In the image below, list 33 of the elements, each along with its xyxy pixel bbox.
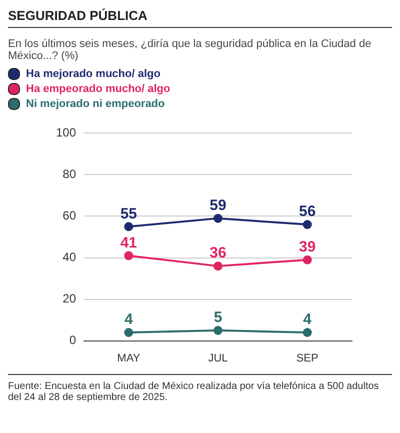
legend-label: Ha empeorado mucho/ algo: [26, 83, 170, 95]
point: [214, 262, 223, 271]
point: [124, 328, 134, 337]
chart-title: SEGURIDAD PÚBLICA: [8, 8, 392, 28]
point: [124, 222, 134, 232]
y-tick-label: 0: [69, 333, 76, 348]
point: [214, 326, 223, 335]
point: [302, 255, 312, 264]
data-label: 39: [298, 238, 316, 256]
data-label: 41: [120, 234, 138, 252]
chart-subtitle: En los últimos seis meses, ¿diría que la seguridad pública en la Ciudad de México...? (%): [8, 38, 372, 62]
y-tick-label: 60: [62, 208, 76, 223]
y-tick-label: 80: [62, 167, 76, 182]
legend-label: Ni mejorado ni empeorado: [26, 98, 165, 110]
x-tick-label: SEP: [296, 352, 318, 364]
y-tick-label: 20: [62, 292, 76, 306]
data-label: 59: [210, 196, 226, 214]
source-note: Fuente: Encuesta en la Ciudad de México realizada por vía telefónica a 500 adultos del 24 al 28 de septiembre de 2025.: [8, 381, 380, 403]
data-label: 4: [124, 311, 134, 328]
y-tick-label: 100: [56, 126, 76, 140]
point: [124, 251, 134, 260]
data-label: 56: [298, 203, 316, 220]
data-label: 55: [120, 205, 138, 222]
point: [302, 328, 312, 337]
data-label: 4: [303, 311, 312, 328]
data-label: 5: [214, 309, 222, 326]
x-tick-label: JUL: [208, 352, 228, 364]
data-label: 36: [210, 244, 226, 262]
y-tick-label: 40: [62, 250, 76, 264]
point: [302, 220, 312, 230]
x-tick-label: MAY: [117, 352, 141, 364]
legend-label: Ha mejorado mucho/ algo: [26, 68, 160, 80]
point: [214, 214, 223, 223]
